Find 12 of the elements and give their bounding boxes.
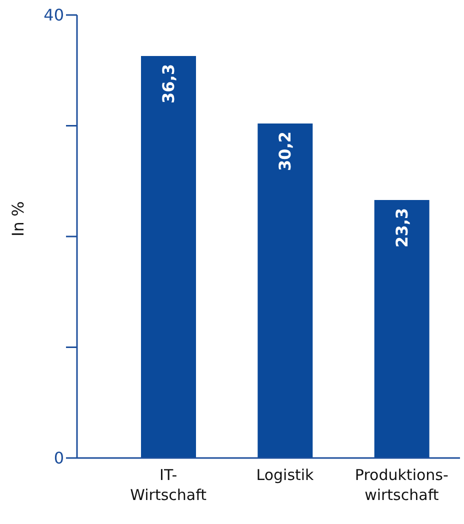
bar (258, 124, 313, 458)
bar (141, 56, 196, 458)
y-axis-title: In % (8, 201, 28, 236)
data-label: 23,3 (392, 208, 412, 248)
x-tick-label: Produktions- wirtschaft (354, 466, 448, 504)
data-label: 30,2 (276, 132, 295, 172)
bar (374, 200, 430, 458)
data-label: 36,3 (159, 64, 178, 104)
x-tick-label: IT- Wirtschaft (130, 466, 207, 504)
y-tick-label: 40 (44, 6, 64, 25)
x-tick-label: Logistik (256, 466, 314, 484)
y-tick-label: 0 (54, 448, 64, 468)
